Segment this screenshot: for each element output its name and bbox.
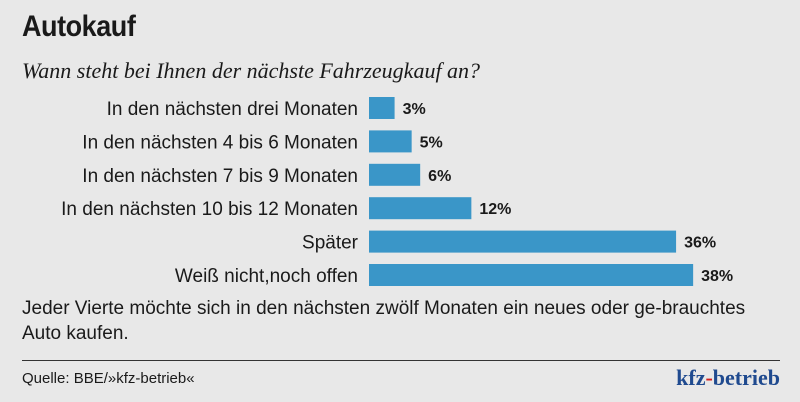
bar	[369, 163, 421, 186]
category-label: Weiß nicht,noch offen	[175, 266, 358, 287]
category-label: In den nächsten drei Monaten	[107, 99, 358, 120]
category-label: In den nächsten 4 bis 6 Monaten	[82, 132, 358, 153]
bar	[369, 97, 395, 119]
chart-title: Autokauf	[22, 10, 136, 43]
value-label: 5%	[420, 134, 443, 151]
bar	[369, 230, 677, 253]
chart-note: Jeder Vierte möchte sich in den nächsten…	[22, 298, 746, 344]
value-label: 6%	[428, 168, 451, 185]
category-label: Später	[302, 233, 359, 254]
bar	[369, 264, 694, 286]
logo-part: kfz	[676, 365, 706, 390]
value-label: 38%	[701, 268, 733, 285]
bar	[369, 197, 472, 220]
chart-subtitle: Wann steht bei Ihnen der nächste Fahrzeu…	[22, 58, 481, 83]
logo-part: betrieb	[712, 365, 780, 390]
bar	[369, 130, 412, 153]
source-text: Quelle: BBE/»kfz-betrieb«	[22, 370, 195, 387]
value-label: 36%	[684, 235, 716, 252]
divider	[22, 360, 780, 361]
category-label: In den nächsten 10 bis 12 Monaten	[61, 199, 358, 220]
category-label: In den nächsten 7 bis 9 Monaten	[82, 166, 358, 187]
logo-dash: -	[705, 365, 713, 390]
kfz-betrieb-logo: kfz-betrieb	[676, 365, 780, 391]
value-label: 3%	[403, 101, 426, 118]
bar-chart: In den nächsten drei Monaten 3% In den näc…	[61, 97, 733, 287]
value-label: 12%	[479, 201, 511, 218]
